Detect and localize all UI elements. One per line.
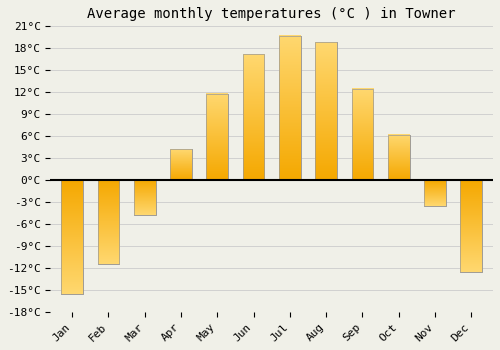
Bar	[242, 54, 264, 180]
Bar	[388, 135, 409, 180]
Bar	[170, 149, 192, 180]
Bar	[62, 180, 83, 294]
Bar	[98, 180, 120, 264]
Bar	[62, 180, 83, 294]
Bar	[424, 180, 446, 206]
Bar	[316, 42, 337, 180]
Bar	[388, 135, 409, 180]
Bar	[424, 180, 446, 206]
Bar	[170, 149, 192, 180]
Bar	[134, 180, 156, 215]
Bar	[279, 36, 301, 180]
Bar	[242, 54, 264, 180]
Bar	[316, 42, 337, 180]
Bar	[98, 180, 120, 264]
Bar	[352, 89, 374, 180]
Bar	[279, 36, 301, 180]
Bar	[206, 94, 228, 180]
Title: Average monthly temperatures (°C ) in Towner: Average monthly temperatures (°C ) in To…	[88, 7, 456, 21]
Bar	[460, 180, 482, 272]
Bar	[460, 180, 482, 272]
Bar	[206, 94, 228, 180]
Bar	[352, 89, 374, 180]
Bar	[134, 180, 156, 215]
